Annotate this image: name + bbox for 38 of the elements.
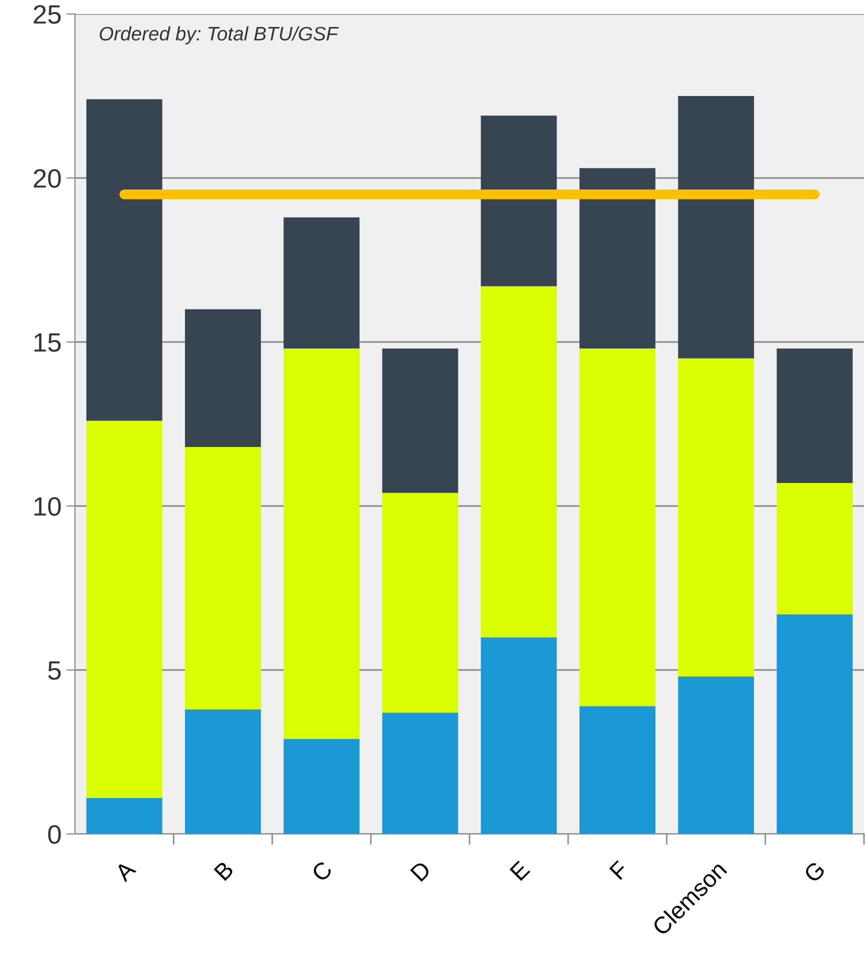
bar bbox=[184, 446, 261, 710]
y-tick-label: 25 bbox=[34, 5, 61, 24]
x-tick-label: E bbox=[510, 860, 530, 881]
bar bbox=[678, 96, 754, 358]
bar bbox=[579, 348, 656, 706]
x-tick-label: G bbox=[802, 860, 826, 884]
bar bbox=[184, 709, 261, 834]
annotation: Ordered by: Total BTU/GSF bbox=[100, 26, 339, 44]
bar bbox=[678, 676, 754, 834]
y-tick-label: 0 bbox=[48, 825, 61, 844]
y-tick-label: 5 bbox=[48, 661, 61, 680]
bar bbox=[284, 217, 360, 349]
bar bbox=[480, 637, 557, 834]
bar bbox=[284, 348, 360, 739]
bar bbox=[184, 309, 261, 447]
bar bbox=[776, 348, 853, 484]
x-tick-label: C bbox=[310, 860, 334, 882]
bar bbox=[480, 286, 557, 638]
bar bbox=[382, 712, 458, 834]
bar bbox=[86, 798, 162, 834]
x-tick-label: B bbox=[214, 860, 234, 881]
bar bbox=[579, 168, 656, 349]
y-tick-label: 20 bbox=[34, 169, 61, 188]
y-tick-label: 15 bbox=[34, 333, 61, 352]
bar bbox=[382, 348, 458, 493]
bar bbox=[480, 116, 557, 286]
x-tick-label: D bbox=[410, 860, 432, 882]
y-tick-label: 10 bbox=[34, 497, 61, 516]
x-tick-label: A bbox=[114, 860, 136, 882]
bar bbox=[86, 420, 162, 798]
bar bbox=[678, 358, 754, 677]
x-tick-label: F bbox=[609, 860, 629, 880]
bar bbox=[284, 738, 360, 834]
bar bbox=[86, 99, 162, 421]
bar bbox=[776, 614, 853, 834]
bar bbox=[776, 483, 853, 614]
bar bbox=[382, 492, 458, 713]
bar bbox=[579, 706, 656, 834]
